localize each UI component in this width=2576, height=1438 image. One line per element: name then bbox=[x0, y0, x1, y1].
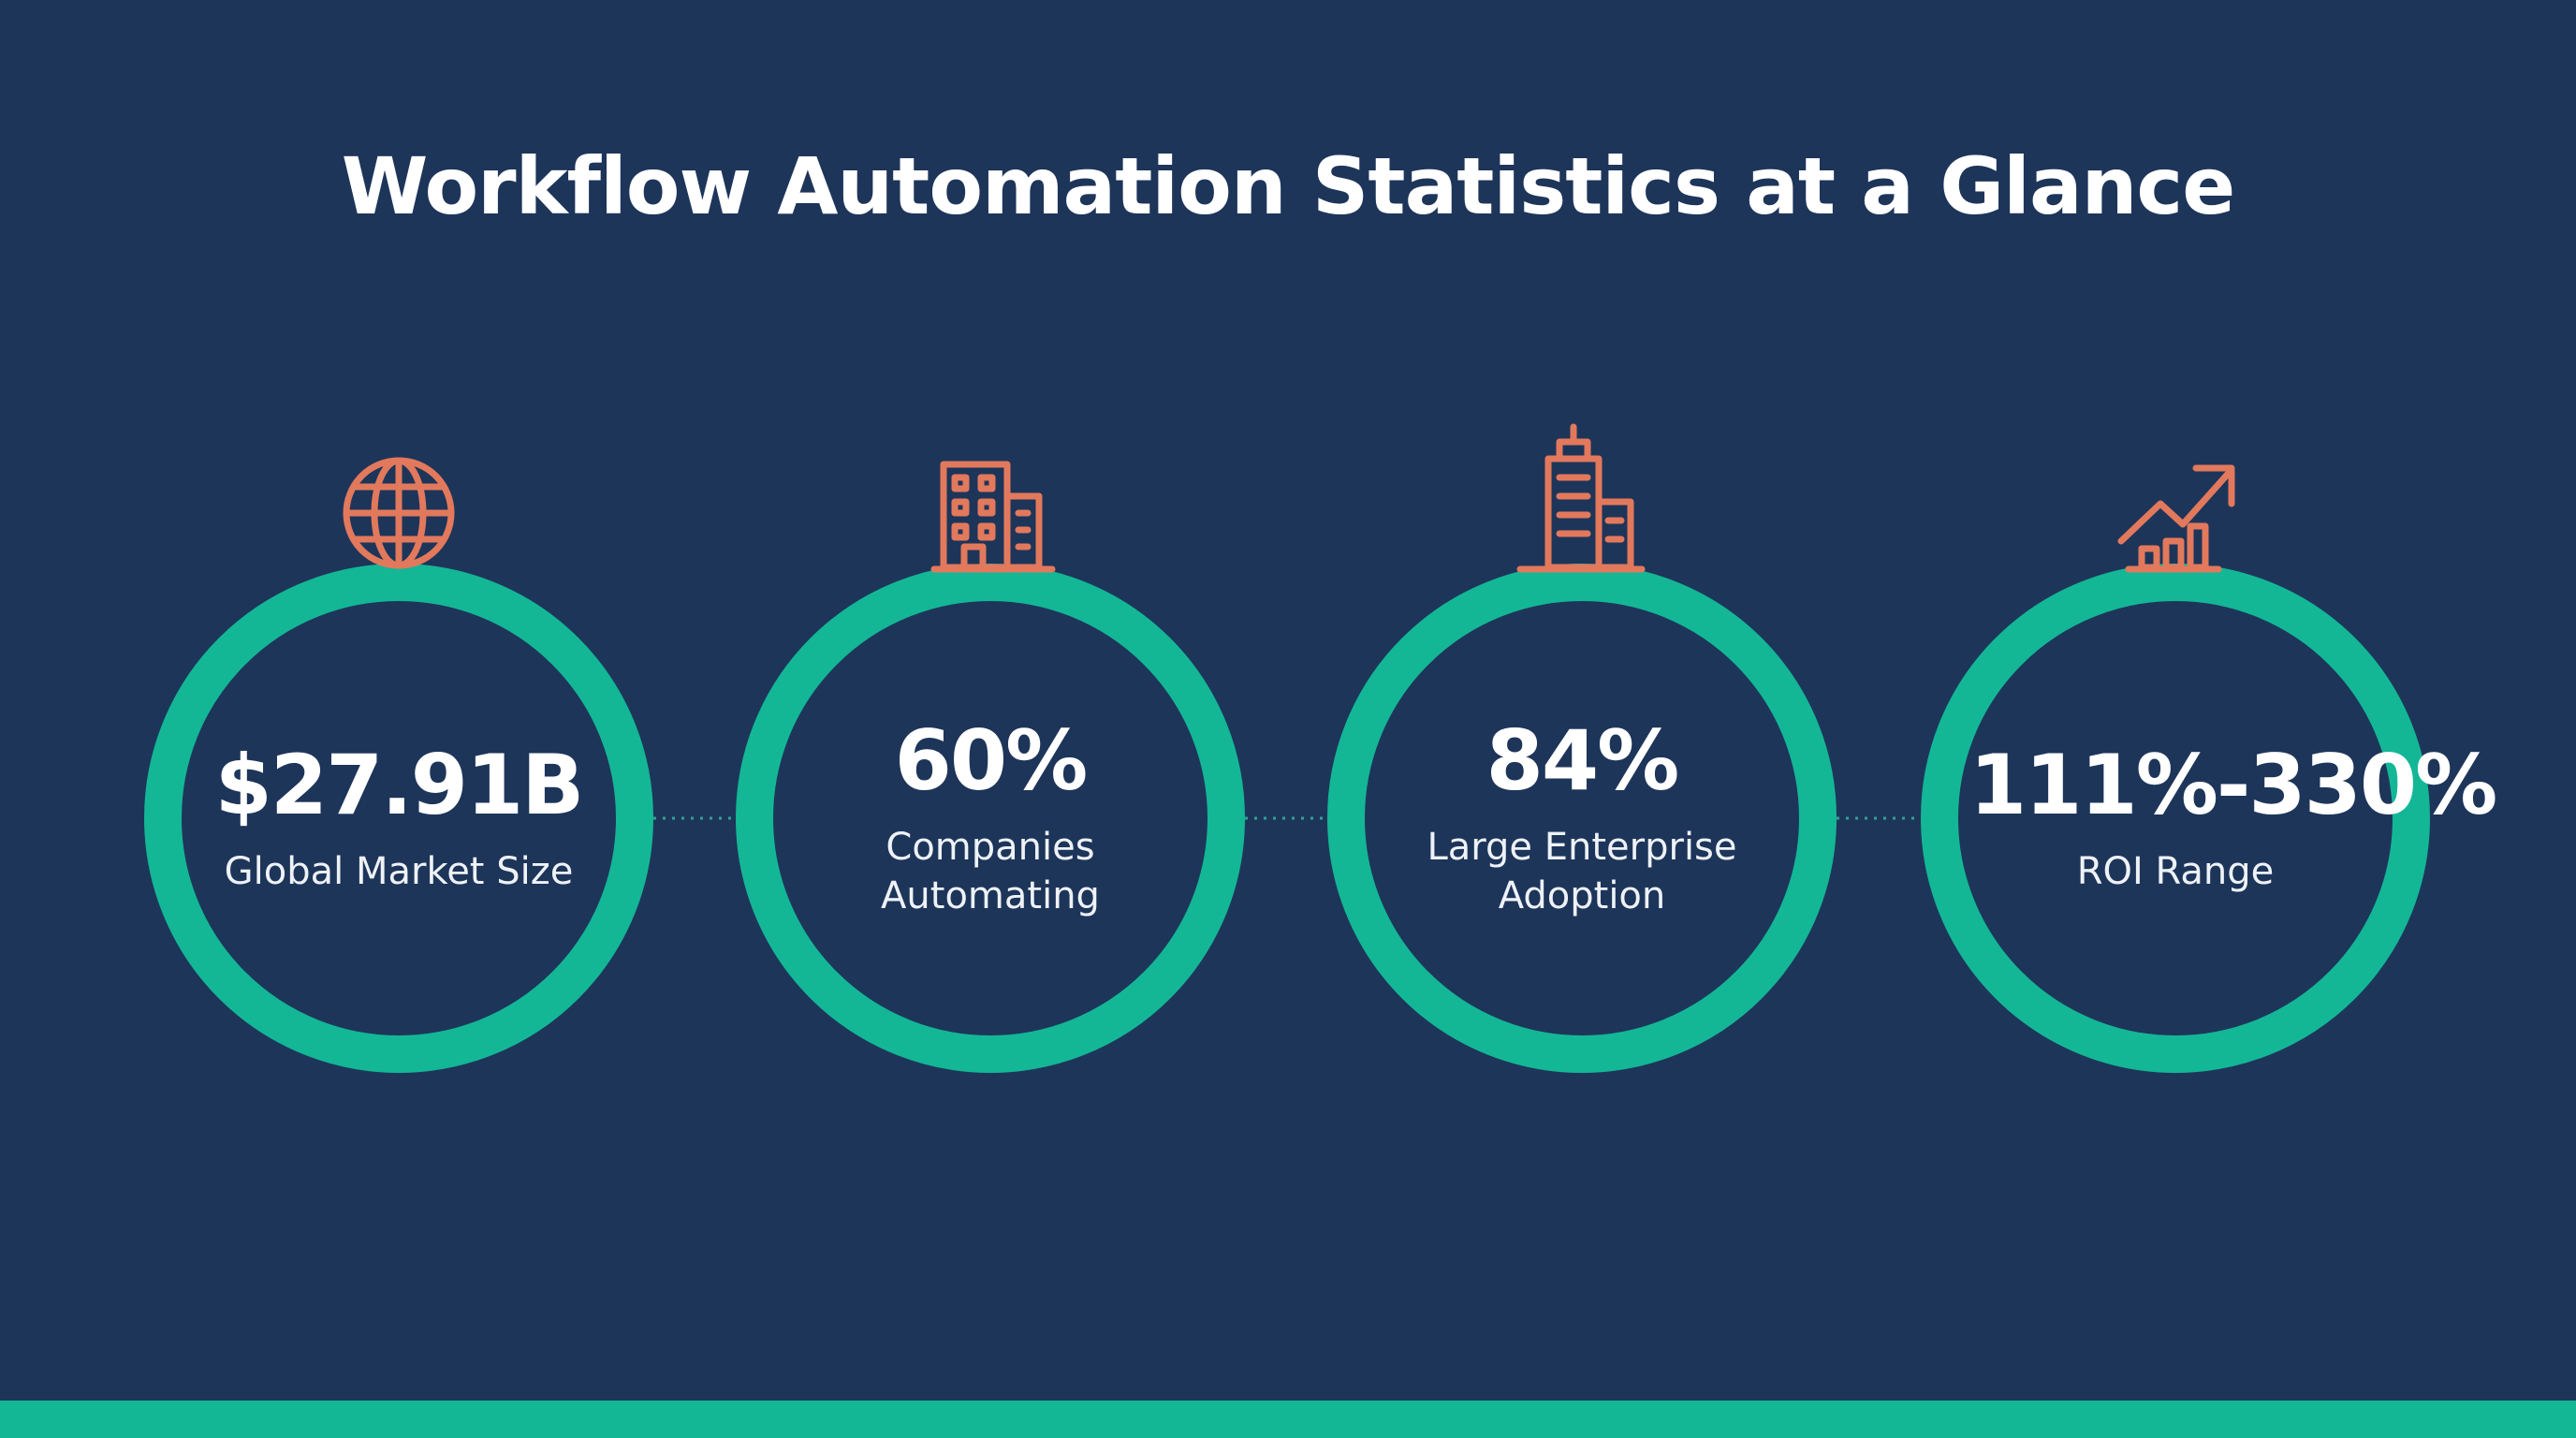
stat-card: 111%-330% ROI Range bbox=[1969, 736, 2497, 897]
stat-label: Large Enterprise Adoption bbox=[1376, 823, 1788, 920]
rings bbox=[144, 564, 2430, 1073]
stat-card: 60% Companies Automating bbox=[784, 712, 1196, 921]
stat-value: 111%-330% bbox=[1969, 736, 2497, 833]
stat-card: $27.91B Global Market Size bbox=[193, 736, 605, 897]
globe-icon bbox=[343, 457, 455, 569]
title: Workflow Automation Statistics at a Glan… bbox=[341, 140, 2235, 232]
stat-value: $27.91B bbox=[214, 736, 585, 833]
footer-bar bbox=[0, 1401, 2576, 1438]
growth-icon bbox=[2117, 464, 2235, 573]
stat-card: 84% Large Enterprise Adoption bbox=[1376, 712, 1788, 921]
stat-label: ROI Range bbox=[1969, 847, 2381, 896]
label-line: Adoption bbox=[1498, 874, 1666, 918]
label-line: Large Enterprise bbox=[1427, 826, 1737, 870]
stat-value: 60% bbox=[894, 712, 1089, 809]
label-line: Global Market Size bbox=[224, 850, 574, 894]
ring bbox=[1921, 564, 2430, 1073]
label-line: Companies bbox=[886, 826, 1095, 870]
stat-value: 84% bbox=[1486, 712, 1680, 809]
label-line: ROI Range bbox=[2076, 850, 2275, 894]
ring bbox=[1327, 564, 1837, 1073]
ring bbox=[144, 564, 653, 1073]
stat-label: Global Market Size bbox=[193, 847, 605, 896]
office-icon bbox=[930, 461, 1056, 573]
label-line: Automating bbox=[881, 874, 1100, 918]
ring bbox=[736, 564, 1245, 1073]
stat-label: Companies Automating bbox=[784, 823, 1196, 920]
skyscraper-icon bbox=[1516, 423, 1646, 573]
